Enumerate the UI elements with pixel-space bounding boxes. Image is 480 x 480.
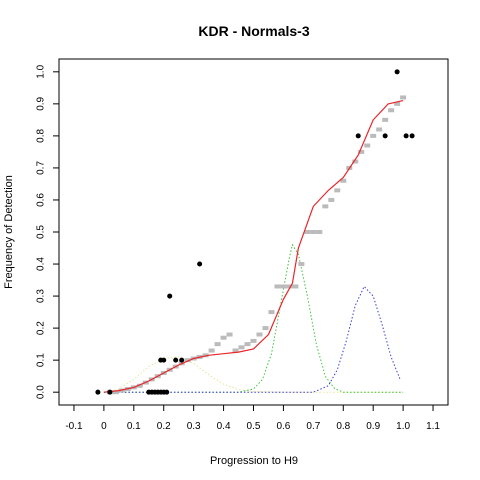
- x-tick-label: 0.1: [127, 421, 141, 432]
- y-tick-label: 0.1: [36, 353, 47, 367]
- data-point: [208, 348, 215, 353]
- data-point: [250, 338, 257, 343]
- x-tick-label: 1.1: [426, 421, 440, 432]
- data-point: [382, 133, 388, 139]
- data-point: [409, 133, 415, 139]
- plot-area: [95, 69, 415, 395]
- x-tick-label: 0.3: [187, 421, 201, 432]
- data-point: [173, 357, 179, 363]
- data-point: [184, 358, 191, 363]
- data-point: [179, 357, 185, 363]
- data-point: [292, 284, 299, 289]
- data-point: [400, 95, 407, 100]
- x-axis-label: Progression to H9: [210, 455, 298, 467]
- data-point: [355, 133, 361, 139]
- data-point: [334, 188, 341, 193]
- y-tick-label: 1.0: [36, 64, 47, 78]
- data-point: [370, 133, 377, 138]
- data-point: [197, 261, 203, 267]
- y-axis: 0.0 0.1 0.2 0.3 0.4 0.5 0.6 0.7 0.8 0.9 1.0: [36, 64, 59, 399]
- data-point: [274, 284, 281, 289]
- data-point: [226, 332, 233, 337]
- data-point: [95, 389, 101, 395]
- y-tick-label: 0.0: [36, 385, 47, 399]
- x-tick-label: -0.1: [65, 421, 83, 432]
- data-point: [340, 178, 347, 183]
- data-point: [220, 335, 227, 340]
- data-point: [214, 342, 221, 347]
- y-tick-label: 0.7: [36, 161, 47, 175]
- data-point: [394, 69, 400, 75]
- data-point: [304, 230, 311, 234]
- data-point: [244, 342, 251, 347]
- series-component_1: [103, 356, 404, 393]
- y-tick-label: 0.4: [36, 257, 47, 271]
- data-point: [376, 127, 383, 132]
- data-point: [161, 357, 167, 363]
- data-point: [298, 262, 305, 267]
- data-point: [164, 389, 170, 395]
- series-component_2: [103, 243, 404, 393]
- x-tick-label: 0.2: [157, 421, 171, 432]
- data-point: [238, 345, 245, 350]
- x-tick-label: 0.7: [306, 421, 320, 432]
- data-point: [280, 284, 287, 289]
- chart-title: KDR - Normals-3: [198, 23, 309, 39]
- data-point: [268, 310, 275, 315]
- y-tick-label: 0.6: [36, 193, 47, 207]
- x-tick-label: 0.5: [247, 421, 261, 432]
- data-point: [262, 326, 269, 331]
- data-point: [256, 332, 263, 337]
- y-tick-label: 0.8: [36, 129, 47, 143]
- y-tick-label: 0.5: [36, 225, 47, 239]
- data-point: [358, 149, 365, 154]
- data-point: [112, 390, 119, 395]
- x-tick-label: 0.8: [336, 421, 350, 432]
- data-point: [328, 197, 335, 202]
- data-point: [352, 159, 359, 164]
- data-point: [316, 230, 323, 234]
- data-point: [322, 204, 329, 209]
- data-point: [388, 108, 395, 113]
- data-point: [232, 348, 239, 353]
- x-axis: -0.1 0 0.1 0.2 0.3 0.4 0.5 0.6 0.7 0.8 0.9 1.0 1.1: [65, 405, 440, 432]
- x-tick-label: 0.4: [217, 421, 231, 432]
- data-point: [310, 230, 317, 234]
- series-smoothed_points: [106, 95, 407, 395]
- data-point: [107, 389, 113, 395]
- data-point: [118, 388, 125, 393]
- data-point: [136, 383, 143, 388]
- y-tick-label: 0.9: [36, 96, 47, 110]
- data-point: [382, 117, 389, 122]
- x-tick-label: 0: [101, 421, 107, 432]
- data-point: [394, 101, 401, 106]
- series-sample_points: [95, 69, 415, 395]
- data-point: [403, 133, 409, 139]
- series-fit_curve: [103, 100, 404, 393]
- y-tick-label: 0.3: [36, 289, 47, 303]
- y-tick-label: 0.2: [36, 321, 47, 335]
- data-point: [167, 293, 173, 299]
- data-point: [286, 284, 293, 289]
- x-tick-label: 1.0: [396, 421, 410, 432]
- x-tick-label: 0.6: [276, 421, 290, 432]
- x-tick-label: 0.9: [366, 421, 380, 432]
- y-axis-label: Frequency of Detection: [3, 175, 15, 289]
- data-point: [364, 143, 371, 148]
- series-component_3: [103, 285, 401, 393]
